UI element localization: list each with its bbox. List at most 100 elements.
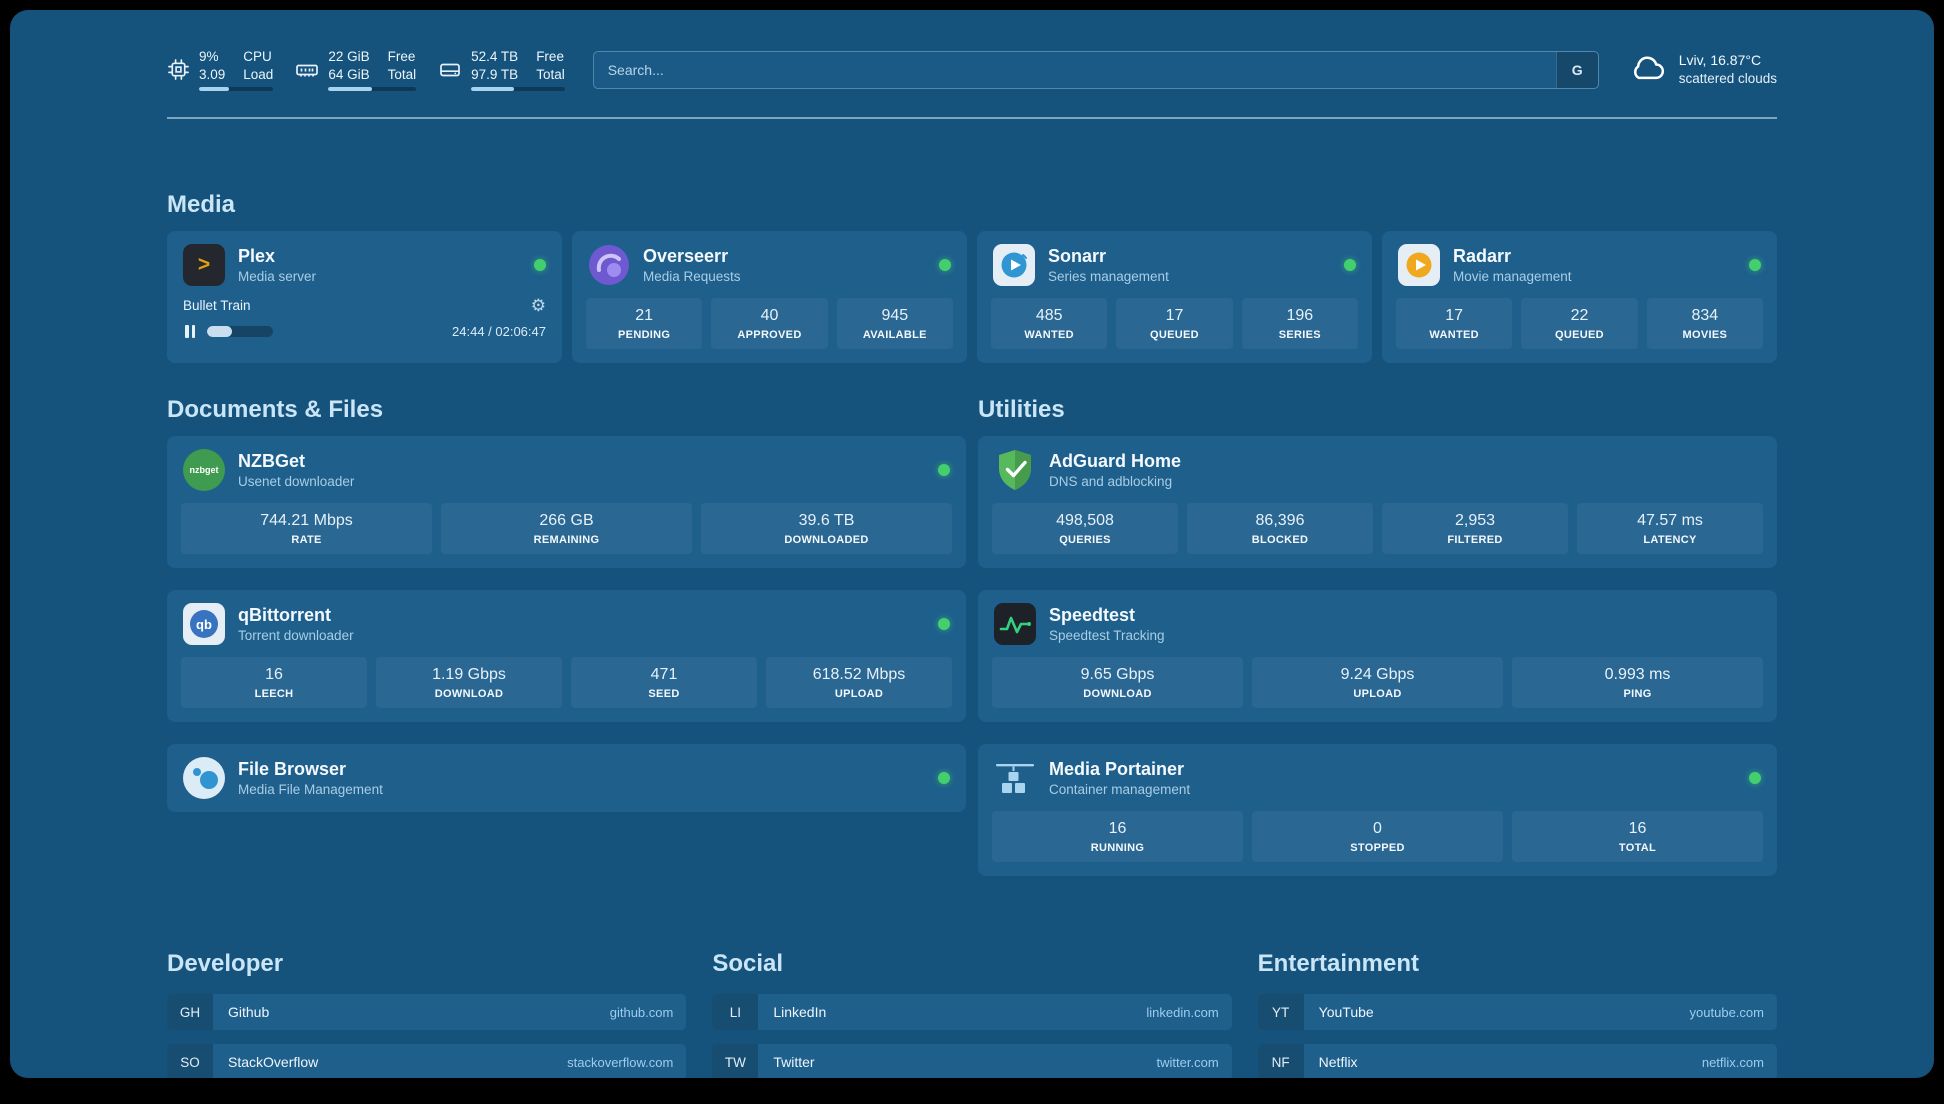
memory-total-value: 64 GiB (328, 66, 370, 82)
section-title-media: Media (167, 191, 236, 219)
playback-progress-bar[interactable] (207, 326, 273, 338)
settings-gear-icon[interactable]: ⚙ (530, 296, 546, 316)
stat-label: APPROVED (737, 329, 802, 342)
speedtest-icon (994, 603, 1036, 646)
app-subtitle: Media File Management (238, 782, 383, 798)
stat-label: PING (1623, 688, 1652, 701)
svg-text:qb: qb (196, 617, 212, 632)
bookmark-group-developer: Developer GH Github github.com SO StackO… (167, 950, 687, 1078)
stat-cell: 0.993 ms PING (1512, 657, 1763, 709)
app-link-plex[interactable]: > Plex Media server (167, 231, 562, 295)
stat-value: 16 (265, 666, 283, 684)
section-title-entertainment: Entertainment (1257, 950, 1420, 978)
bookmark-name: YouTube (1318, 1004, 1374, 1021)
stat-label: DOWNLOAD (1083, 688, 1152, 701)
app-link-radarr[interactable]: Radarr Movie management (1382, 231, 1777, 295)
stat-label: STOPPED (1350, 842, 1405, 855)
stat-value: 485 (1035, 307, 1063, 325)
search-engine-button[interactable]: G (1555, 51, 1598, 88)
bookmark-group-entertainment: Entertainment YT YouTube youtube.com NF … (1257, 950, 1777, 1078)
app-link-qbittorrent[interactable]: qb qBittorrent Torrent downloader (167, 590, 966, 654)
stat-value: 9.65 Gbps (1080, 666, 1155, 684)
stat-cell: 17 WANTED (1396, 298, 1513, 350)
stat-label: TOTAL (1618, 842, 1657, 855)
stat-cell: 16 RUNNING (992, 811, 1243, 863)
stat-cell: 0 STOPPED (1252, 811, 1503, 863)
bookmark-abbr: YT (1257, 994, 1304, 1031)
stat-cell: 17 QUEUED (1116, 298, 1233, 350)
app-link-adguard[interactable]: AdGuard Home DNS and adblocking (978, 436, 1777, 500)
stat-label: WANTED (1024, 329, 1074, 342)
app-subtitle: Container management (1049, 782, 1191, 798)
app-card-speedtest: Speedtest Speedtest Tracking 9.65 Gbps D… (978, 590, 1777, 723)
stat-label: QUEUED (1150, 329, 1199, 342)
stat-cell: 266 GB REMAINING (441, 503, 692, 555)
app-link-overseerr[interactable]: Overseerr Media Requests (572, 231, 967, 295)
app-link-portainer[interactable]: Media Portainer Container management (978, 744, 1777, 808)
stat-value: 17 (1445, 307, 1464, 325)
bookmark-group-social: Social LI LinkedIn linkedin.com TW Twitt… (712, 950, 1232, 1078)
cpu-usage-bar (199, 87, 274, 92)
stat-cell: 485 WANTED (991, 298, 1108, 350)
bookmark-domain: twitter.com (1156, 1054, 1219, 1070)
disk-label-bottom: Total (536, 66, 565, 82)
qbittorrent-icon: qb (183, 603, 225, 646)
status-dot (1749, 259, 1761, 272)
app-card-nzbget: nzbget NZBGet Usenet downloader 744.21 M… (167, 436, 966, 569)
bookmark-linkedin[interactable]: LI LinkedIn linkedin.com (712, 994, 1232, 1031)
cpu-usage-value: 9% (199, 49, 219, 64)
app-subtitle: DNS and adblocking (1049, 474, 1173, 490)
stat-cell: 618.52 Mbps UPLOAD (766, 657, 952, 709)
stat-label: FILTERED (1447, 534, 1503, 547)
bookmark-youtube[interactable]: YT YouTube youtube.com (1257, 994, 1777, 1031)
bookmark-abbr: LI (712, 994, 759, 1031)
app-title: File Browser (238, 759, 347, 780)
cpu-icon (167, 58, 190, 81)
bookmark-abbr: GH (167, 994, 213, 1031)
pause-button[interactable] (183, 323, 197, 340)
app-title: Speedtest (1049, 605, 1136, 626)
memory-widget: 22 GiB 64 GiB Free Total (295, 48, 417, 92)
stat-value: 16 (1108, 820, 1127, 838)
stat-label: REMAINING (533, 534, 600, 547)
bookmark-name: Netflix (1318, 1054, 1358, 1071)
search-input[interactable] (593, 51, 1556, 88)
app-subtitle: Torrent downloader (238, 628, 354, 644)
app-link-filebrowser[interactable]: File Browser Media File Management (167, 744, 966, 812)
stat-value: 1.19 Gbps (432, 666, 506, 684)
weather-condition: scattered clouds (1678, 70, 1777, 86)
app-card-radarr: Radarr Movie management 17 WANTED 22 QUE… (1382, 231, 1777, 364)
bookmark-twitter[interactable]: TW Twitter twitter.com (712, 1044, 1232, 1078)
stat-label: PENDING (618, 329, 671, 342)
weather-location: Lviv, 16.87°C (1678, 51, 1762, 68)
disk-widget: 52.4 TB 97.9 TB Free Total (438, 48, 565, 92)
nzbget-icon: nzbget (183, 449, 225, 492)
stat-label: DOWNLOAD (434, 688, 504, 701)
disk-label-top: Free (536, 49, 564, 64)
top-bar: 9% 3.09 CPU Load (167, 48, 1777, 92)
stat-cell: 834 MOVIES (1646, 298, 1763, 350)
stat-cell: 196 SERIES (1241, 298, 1358, 350)
stat-label: MOVIES (1682, 329, 1728, 342)
bookmark-netflix[interactable]: NF Netflix netflix.com (1257, 1044, 1777, 1078)
app-title: Overseerr (643, 246, 729, 267)
section-title-social: Social (712, 950, 784, 978)
memory-free-value: 22 GiB (328, 49, 370, 64)
now-playing-title: Bullet Train (183, 298, 251, 314)
search-bar: G (592, 50, 1599, 89)
app-subtitle: Series management (1048, 269, 1169, 285)
bookmark-github[interactable]: GH Github github.com (167, 994, 687, 1031)
bookmark-stackoverflow[interactable]: SO StackOverflow stackoverflow.com (167, 1044, 687, 1078)
app-subtitle: Usenet downloader (238, 474, 355, 490)
memory-label-bottom: Total (387, 66, 417, 82)
app-link-speedtest[interactable]: Speedtest Speedtest Tracking (978, 590, 1777, 654)
stat-cell: 86,396 BLOCKED (1187, 503, 1373, 555)
stat-label: BLOCKED (1251, 534, 1309, 547)
memory-usage-bar (328, 87, 417, 92)
app-link-nzbget[interactable]: nzbget NZBGet Usenet downloader (167, 436, 966, 500)
playback-time: 24:44 / 02:06:47 (452, 324, 546, 340)
app-title: NZBGet (238, 451, 305, 472)
app-link-sonarr[interactable]: Sonarr Series management (977, 231, 1372, 295)
stat-value: 39.6 TB (798, 512, 855, 530)
bookmark-domain: linkedin.com (1146, 1004, 1219, 1020)
